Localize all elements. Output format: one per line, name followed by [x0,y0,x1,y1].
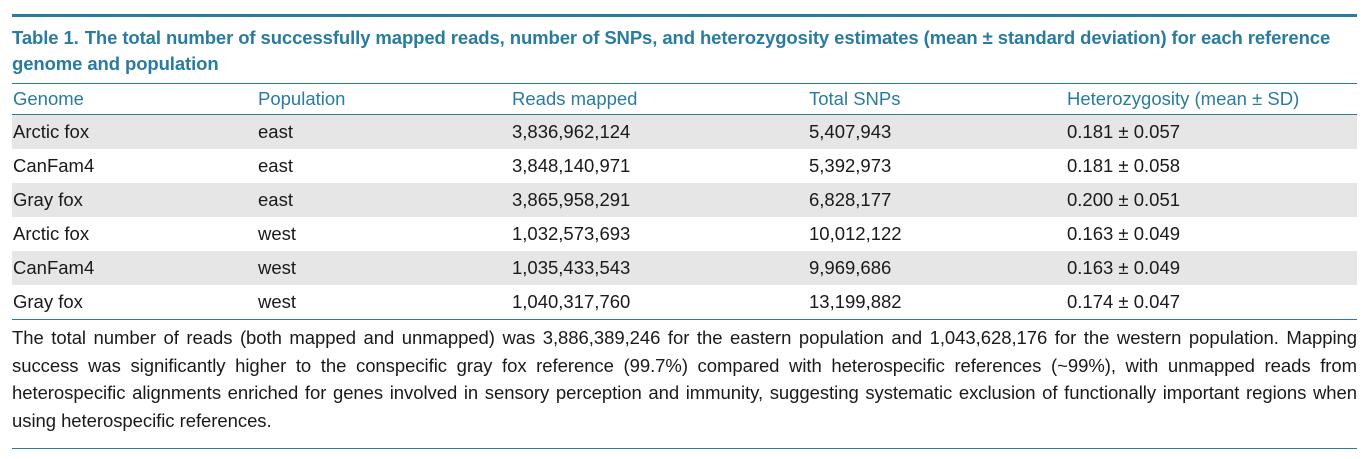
column-header-total-snps: Total SNPs [809,84,1067,115]
cell-total-snps: 9,969,686 [809,251,1067,285]
cell-reads-mapped: 1,032,573,693 [512,217,809,251]
cell-population: east [258,183,512,217]
table-row: CanFam4 east 3,848,140,971 5,392,973 0.1… [12,149,1357,183]
header-top-rule [12,83,1357,84]
cell-population: east [258,114,512,149]
cell-heterozygosity: 0.174 ± 0.047 [1067,285,1357,319]
cell-genome: Arctic fox [12,217,258,251]
cell-population: west [258,285,512,319]
column-header-genome: Genome [12,84,258,115]
table-row: CanFam4 west 1,035,433,543 9,969,686 0.1… [12,251,1357,285]
cell-genome: Arctic fox [12,114,258,149]
column-header-heterozygosity: Heterozygosity (mean ± SD) [1067,84,1357,115]
table-row: Arctic fox east 3,836,962,124 5,407,943 … [12,114,1357,149]
cell-heterozygosity: 0.200 ± 0.051 [1067,183,1357,217]
cell-reads-mapped: 3,836,962,124 [512,114,809,149]
cell-genome: Gray fox [12,183,258,217]
cell-heterozygosity: 0.163 ± 0.049 [1067,217,1357,251]
cell-total-snps: 10,012,122 [809,217,1067,251]
table-bottom-rule [12,319,1357,320]
table-caption: Table 1. The total number of successfully… [12,25,1357,77]
cell-total-snps: 13,199,882 [809,285,1067,319]
table-label: Table 1. [12,27,79,48]
cell-total-snps: 6,828,177 [809,183,1067,217]
table-figure: Table 1. The total number of successfully… [12,14,1357,449]
cell-heterozygosity: 0.181 ± 0.058 [1067,149,1357,183]
cell-reads-mapped: 1,035,433,543 [512,251,809,285]
table-row: Gray fox east 3,865,958,291 6,828,177 0.… [12,183,1357,217]
cell-genome: CanFam4 [12,251,258,285]
table-row: Gray fox west 1,040,317,760 13,199,882 0… [12,285,1357,319]
cell-population: west [258,251,512,285]
cell-population: west [258,217,512,251]
data-table: Genome Population Reads mapped Total SNP… [12,84,1357,319]
column-header-population: Population [258,84,512,115]
column-header-reads-mapped: Reads mapped [512,84,809,115]
cell-reads-mapped: 3,848,140,971 [512,149,809,183]
cell-genome: CanFam4 [12,149,258,183]
cell-genome: Gray fox [12,285,258,319]
table-row: Arctic fox west 1,032,573,693 10,012,122… [12,217,1357,251]
cell-total-snps: 5,392,973 [809,149,1067,183]
cell-reads-mapped: 1,040,317,760 [512,285,809,319]
cell-heterozygosity: 0.163 ± 0.049 [1067,251,1357,285]
end-rule [12,448,1357,449]
cell-heterozygosity: 0.181 ± 0.057 [1067,114,1357,149]
table-footnote: The total number of reads (both mapped a… [12,327,1357,431]
table-caption-text: The total number of successfully mapped … [12,27,1331,74]
cell-reads-mapped: 3,865,958,291 [512,183,809,217]
header-row: Genome Population Reads mapped Total SNP… [12,84,1357,115]
cell-population: east [258,149,512,183]
cell-total-snps: 5,407,943 [809,114,1067,149]
top-rule [12,14,1357,17]
